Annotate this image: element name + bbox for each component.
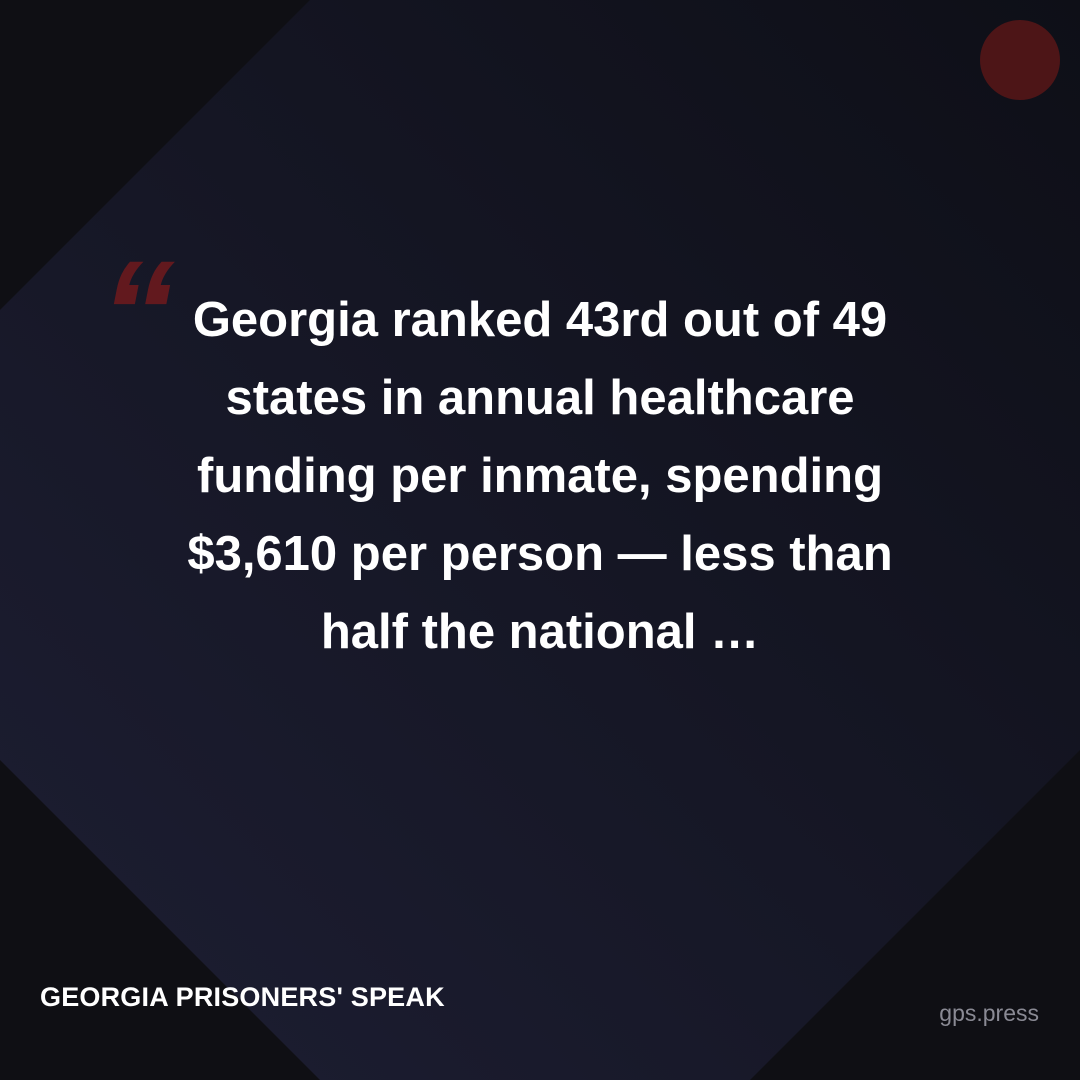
- quote-line: states in annual healthcare: [225, 371, 855, 425]
- accent-dot: [980, 20, 1060, 100]
- brand: GEORGIA PRISONERS' SPEAK: [40, 982, 445, 1012]
- quote-mark: “: [100, 229, 175, 397]
- quote-text: Georgia ranked 43rd out of 49 states in …: [60, 281, 1020, 671]
- url: gps.press: [939, 1000, 1039, 1026]
- quote-line: funding per inmate, spending: [197, 449, 883, 503]
- quote-line: half the national …: [320, 605, 760, 659]
- quote-line: Georgia ranked 43rd out of 49: [192, 293, 888, 347]
- quote-line: $3,610 per person — less than: [187, 527, 893, 581]
